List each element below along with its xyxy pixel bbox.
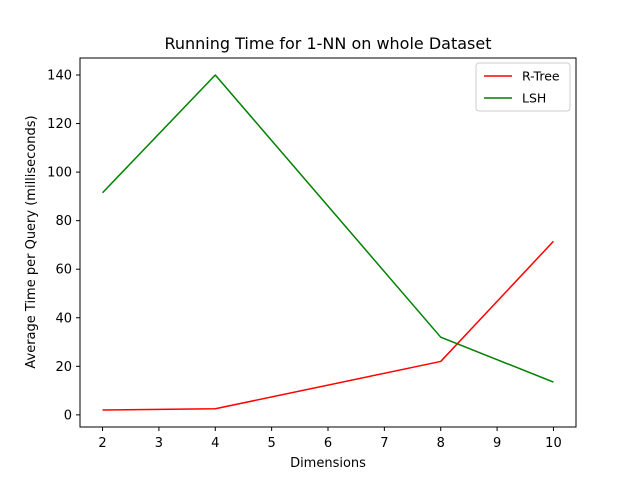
y-tick-label: 60 bbox=[55, 263, 72, 278]
chart-title: Running Time for 1-NN on whole Dataset bbox=[164, 34, 491, 53]
x-tick-label: 9 bbox=[493, 436, 501, 451]
y-axis-label: Average Time per Query (milliseconds) bbox=[24, 115, 39, 368]
legend-box bbox=[475, 62, 571, 112]
x-tick-label: 7 bbox=[380, 436, 388, 451]
y-axis: 0 20 40 60 80 100 120 140 bbox=[47, 68, 80, 423]
series-line-r-tree bbox=[102, 240, 554, 411]
x-tick-label: 6 bbox=[324, 436, 332, 451]
y-tick-label: 140 bbox=[47, 68, 72, 83]
y-tick-label: 100 bbox=[47, 166, 72, 181]
y-tick-label: 20 bbox=[55, 360, 72, 375]
x-tick-label: 3 bbox=[155, 436, 163, 451]
x-axis-label: Dimensions bbox=[290, 456, 366, 471]
series-layer bbox=[102, 74, 554, 411]
x-tick-label: 8 bbox=[437, 436, 445, 451]
legend-label: R-Tree bbox=[522, 69, 560, 84]
x-tick-label: 4 bbox=[211, 436, 219, 451]
y-tick-label: 0 bbox=[64, 408, 72, 423]
series-line-lsh bbox=[102, 74, 554, 383]
legend-label: LSH bbox=[522, 91, 546, 106]
y-tick-label: 80 bbox=[55, 214, 72, 229]
x-tick-label: 2 bbox=[98, 436, 106, 451]
y-tick-label: 120 bbox=[47, 117, 72, 132]
y-tick-label: 40 bbox=[55, 311, 72, 326]
x-tick-label: 5 bbox=[267, 436, 275, 451]
x-axis: 2 3 4 5 6 7 8 9 10 bbox=[98, 427, 562, 451]
legend: R-Tree LSH bbox=[475, 62, 571, 112]
x-tick-label: 10 bbox=[545, 436, 562, 451]
